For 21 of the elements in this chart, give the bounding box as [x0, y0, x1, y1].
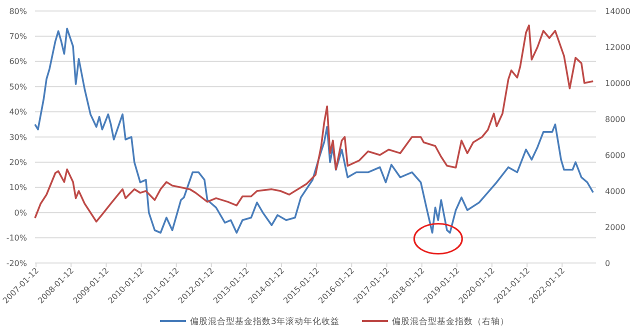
y-tick-label: 30% — [9, 132, 28, 142]
y-tick-label: 20% — [9, 158, 28, 167]
y-tick-label: 0% — [14, 208, 28, 218]
y-tick-label: 80% — [9, 6, 28, 16]
y2-tick-label: 8000 — [605, 114, 626, 124]
y-tick-label: -20% — [6, 258, 28, 268]
y2-tick-label: 4000 — [605, 186, 626, 196]
y-tick-label: 70% — [9, 32, 28, 41]
y2-tick-label: 6000 — [605, 150, 626, 160]
y-tick-label: -10% — [6, 234, 28, 243]
y2-tick-label: 10000 — [605, 78, 630, 88]
legend-label: 偏股混合型基金指数3年滚动年化收益 — [190, 316, 340, 327]
y2-tick-label: 14000 — [605, 6, 630, 16]
y-tick-label: 50% — [9, 82, 28, 92]
legend-label: 偏股混合型基金指数（右轴） — [392, 316, 509, 327]
y-tick-label: 60% — [9, 57, 28, 66]
y2-tick-label: 12000 — [605, 42, 630, 52]
y-tick-label: 10% — [9, 183, 28, 192]
y2-tick-label: 0 — [605, 258, 610, 268]
y-tick-label: 40% — [9, 108, 28, 117]
y2-tick-label: 2000 — [605, 222, 626, 232]
